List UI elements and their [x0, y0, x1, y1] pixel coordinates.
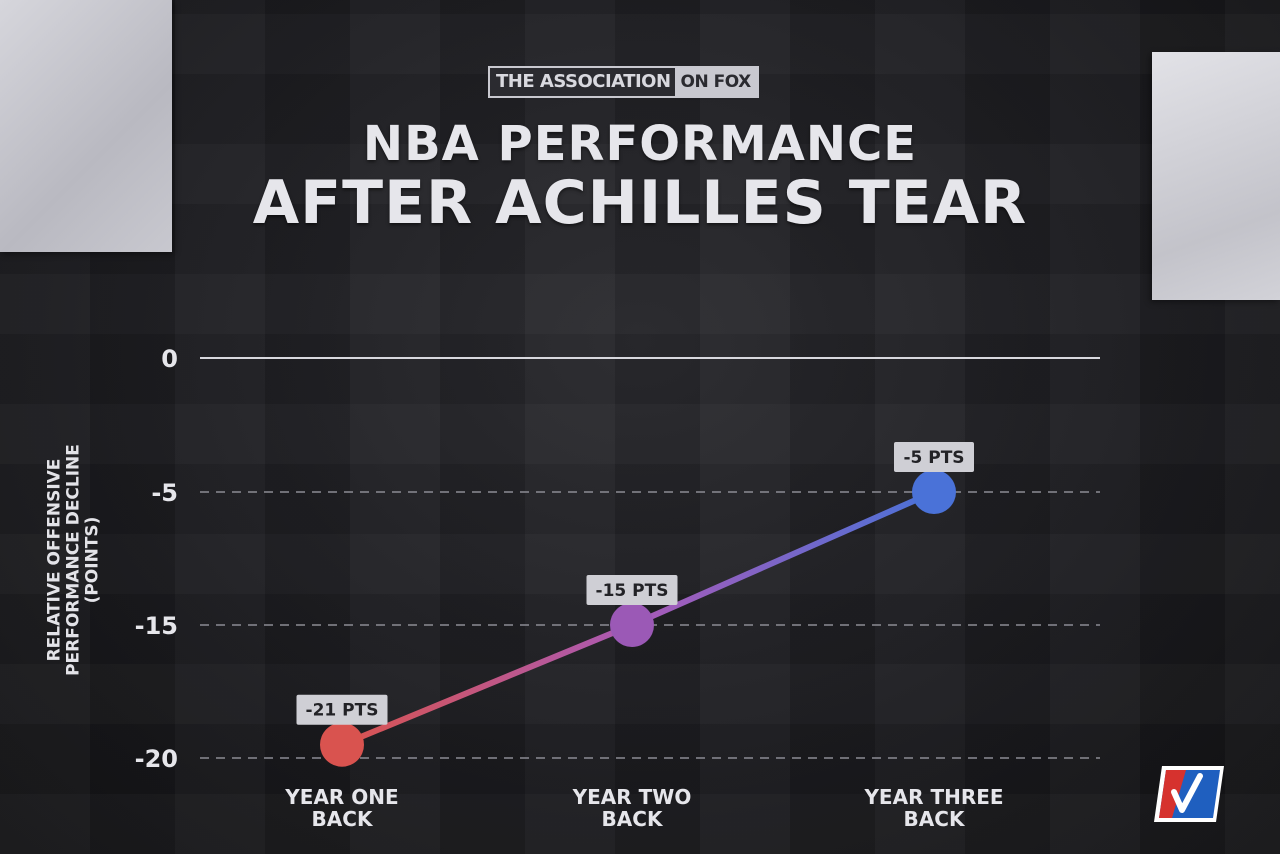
y-tick-layer: 0 -5 -15 -20 — [135, 345, 178, 773]
data-label-text: -21 PTS — [306, 701, 379, 721]
page-title-line-1: NBA PERFORMANCE — [362, 116, 918, 172]
data-point — [320, 722, 364, 767]
y-tick-label: -5 — [151, 479, 178, 507]
data-label-text: -15 PTS — [596, 581, 669, 601]
data-label-text: -5 PTS — [903, 448, 964, 468]
data-label: -21 PTS — [296, 694, 388, 725]
x-category-layer: YEAR ONE BACK YEAR TWO BACK YEAR THREE BACK — [284, 785, 1003, 831]
data-point — [912, 470, 956, 514]
x-category-label: YEAR TWO BACK — [572, 785, 692, 831]
data-point-layer — [320, 470, 956, 767]
brand-tag: ON FOX — [674, 68, 757, 96]
data-label-layer: -21 PTS -15 PTS -5 PTS — [296, 442, 974, 725]
x-category-label: YEAR ONE BACK — [284, 785, 398, 831]
brand-badge: THE ASSOCIATION ON FOX — [488, 66, 759, 98]
data-label: -5 PTS — [894, 442, 974, 472]
data-label-box — [894, 442, 974, 472]
x-category-label: YEAR THREE BACK — [863, 785, 1003, 831]
y-tick-label: 0 — [161, 345, 178, 373]
y-tick-label: -20 — [135, 745, 178, 773]
brand-name: THE ASSOCIATION — [496, 71, 671, 92]
y-tick-label: -15 — [135, 612, 178, 640]
data-label-box — [296, 694, 388, 725]
data-label-box — [586, 575, 678, 605]
data-label: -15 PTS — [586, 575, 678, 605]
paper-scrap-right — [1152, 52, 1280, 300]
data-point — [610, 603, 654, 647]
paper-scrap-left — [0, 0, 172, 252]
page-title-line-2: AFTER ACHILLES TEAR — [252, 168, 1028, 238]
fox-sports-logo-icon — [1154, 766, 1224, 822]
